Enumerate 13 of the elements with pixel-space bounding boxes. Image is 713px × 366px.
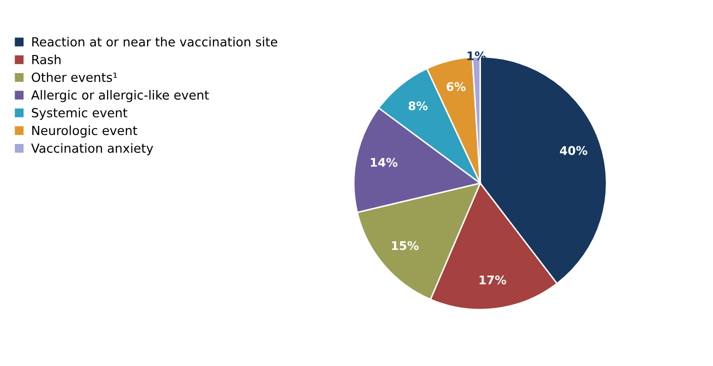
legend-label: Systemic event xyxy=(32,108,128,120)
legend-label: Vaccination anxiety xyxy=(31,143,154,156)
data-label: 17% xyxy=(480,275,506,284)
data-label: 15% xyxy=(392,241,419,250)
legend-label: Rash xyxy=(32,54,61,64)
data-label: 6% xyxy=(446,82,466,92)
legend-label: Reaction at or near the vaccination site xyxy=(32,36,278,47)
legend-label: Allergic or allergic-like event xyxy=(31,90,209,102)
data-label: 40% xyxy=(560,146,588,155)
data-label: 8% xyxy=(408,101,428,110)
legend-label: Neurologic event xyxy=(32,125,138,138)
legend-label: Other events¹ xyxy=(32,72,117,82)
data-label: 14% xyxy=(370,158,398,167)
